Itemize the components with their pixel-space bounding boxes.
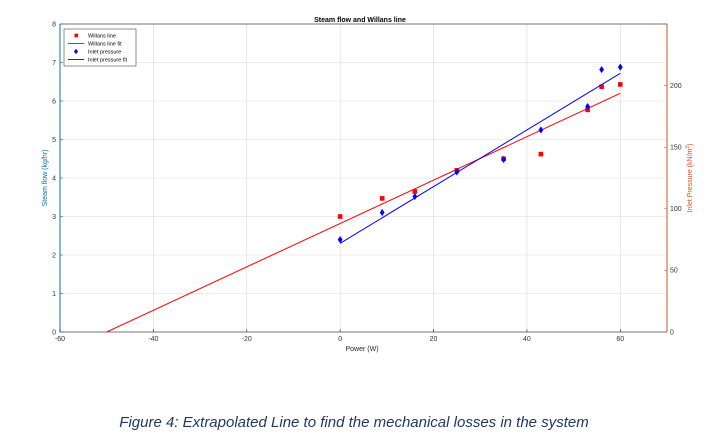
x-axis-label: Power (W)	[345, 346, 378, 353]
y-right-tick-label: 200	[670, 83, 682, 90]
data-point-diamond	[599, 65, 605, 74]
x-tick-label: 40	[523, 336, 531, 343]
x-axis: -60 -40 -20 0 20 40 60	[55, 329, 624, 343]
fit-line	[106, 92, 621, 333]
x-tick-label: 60	[616, 336, 624, 343]
data-point-diamond	[379, 208, 385, 217]
legend-label: Inlet pressure	[88, 50, 121, 56]
y-right-tick-label: 100	[670, 206, 682, 213]
chart-title: Steam flow and Willans line	[314, 17, 406, 24]
x-tick-label: 0	[338, 336, 342, 343]
chart-figure: Steam flow and Willans line 0 1 2 3 4 5 6 7 8 0 5…	[42, 17, 694, 353]
legend-label: Inlet pressure fit	[88, 58, 128, 64]
data-point-diamond	[617, 63, 623, 71]
y-axis-label-right-superscript: 2	[685, 146, 691, 149]
y-left-tick-label: 7	[52, 60, 56, 67]
data-point-square	[599, 84, 604, 90]
y-left-tick-label: 6	[52, 98, 56, 105]
right-y-axis: 0 50 100 150 200	[664, 24, 682, 336]
y-left-tick-label: 2	[52, 252, 56, 259]
series-layer	[106, 63, 623, 333]
legend-diamond-swatch	[74, 48, 78, 55]
x-tick-label: -60	[55, 336, 65, 343]
data-point-square	[337, 214, 343, 219]
figure-caption: Figure 4: Extrapolated Line to find the …	[119, 414, 589, 431]
y-right-tick-label: 0	[670, 329, 674, 336]
y-axis-label-right-suffix: )	[687, 144, 694, 146]
y-axis-label-right-main: Inlet Pressure (kN/m	[687, 148, 694, 212]
legend-label: Willans line	[88, 34, 116, 40]
y-left-tick-label: 4	[52, 175, 56, 182]
data-point-square	[538, 151, 544, 157]
data-point-square	[379, 196, 385, 201]
legend: Willans line Willans line fit Inlet pressu…	[63, 28, 137, 67]
y-left-tick-label: 8	[52, 21, 56, 28]
data-point-square	[618, 82, 623, 87]
y-left-tick-label: 5	[52, 137, 56, 144]
y-left-tick-label: 1	[52, 291, 56, 298]
x-tick-label: 20	[430, 336, 438, 343]
fit-line	[339, 72, 621, 244]
legend-square-swatch	[74, 33, 79, 38]
y-right-tick-label: 150	[670, 145, 682, 152]
y-right-tick-label: 50	[670, 268, 678, 275]
y-axis-label-right: Inlet Pressure (kN/m2)	[685, 144, 694, 213]
y-left-tick-label: 3	[52, 214, 56, 221]
data-point-diamond	[501, 155, 506, 164]
y-axis-label-left: Steam flow (kg/hr)	[42, 150, 49, 207]
data-point-square	[412, 189, 418, 194]
legend-label: Willans line fit	[88, 42, 122, 48]
data-point-diamond	[585, 102, 591, 111]
x-tick-label: -20	[242, 336, 252, 343]
y-left-tick-label: 0	[52, 329, 56, 336]
data-point-diamond	[538, 126, 544, 134]
grid-lines	[59, 23, 667, 333]
data-point-diamond	[337, 236, 343, 244]
x-tick-label: -40	[148, 336, 158, 343]
left-y-axis: 0 1 2 3 4 5 6 7 8	[52, 21, 63, 336]
